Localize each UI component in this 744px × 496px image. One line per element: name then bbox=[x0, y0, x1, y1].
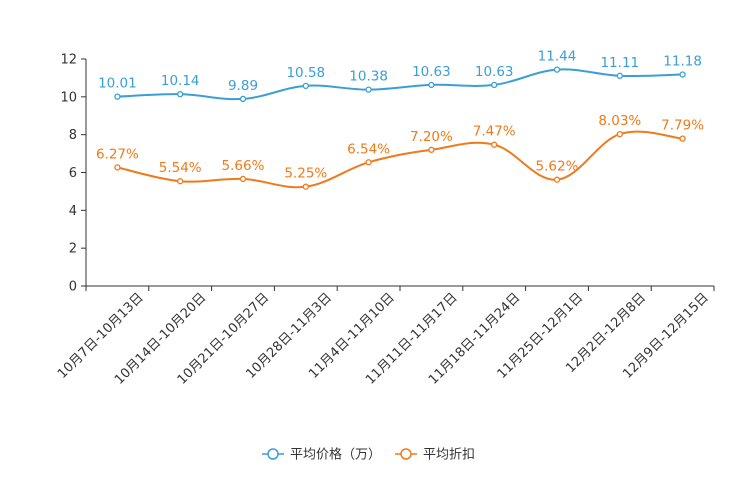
series-layer: 10.01 10.14 9.89 10.58 10.38 10.63 10.63 11.44 1… bbox=[96, 49, 704, 190]
series-line bbox=[117, 130, 683, 189]
data-label: 11.44 bbox=[538, 49, 577, 65]
series-1: 10.01 10.14 9.89 10.58 10.38 10.63 10.63 11.44 1… bbox=[98, 49, 702, 103]
legend-label: 平均价格（万） bbox=[290, 447, 381, 463]
data-point[interactable] bbox=[428, 81, 435, 89]
data-point[interactable] bbox=[114, 93, 121, 100]
data-label: 6.54% bbox=[347, 141, 390, 157]
y-tick-label: 0 bbox=[69, 280, 77, 295]
data-label: 10.63 bbox=[412, 64, 451, 80]
data-label: 5.66% bbox=[222, 158, 265, 174]
data-label: 10.63 bbox=[475, 64, 514, 80]
data-point[interactable] bbox=[553, 66, 561, 73]
data-point[interactable] bbox=[302, 82, 309, 90]
data-point[interactable] bbox=[616, 130, 623, 138]
data-label: 6.27% bbox=[96, 146, 139, 162]
legend-marker-icon bbox=[267, 448, 279, 460]
data-label: 7.79% bbox=[661, 118, 704, 134]
data-point[interactable] bbox=[679, 71, 686, 78]
data-label: 11.18 bbox=[663, 54, 702, 70]
data-point[interactable] bbox=[365, 86, 372, 93]
data-label: 5.62% bbox=[536, 159, 579, 175]
data-label: 7.20% bbox=[410, 129, 453, 145]
data-point[interactable] bbox=[239, 95, 247, 103]
legend-item-1[interactable]: 平均价格（万） bbox=[262, 447, 381, 463]
data-label: 11.11 bbox=[600, 55, 639, 71]
data-label: 10.14 bbox=[161, 73, 200, 89]
data-point[interactable] bbox=[679, 135, 686, 142]
data-label: 10.38 bbox=[349, 69, 388, 85]
y-tick-label: 2 bbox=[69, 242, 77, 257]
y-tick-label: 10 bbox=[60, 90, 77, 105]
series-line bbox=[117, 68, 683, 101]
y-tick-label: 6 bbox=[69, 166, 77, 181]
legend-label: 平均折扣 bbox=[423, 448, 475, 463]
data-point[interactable] bbox=[177, 91, 184, 98]
data-point[interactable] bbox=[491, 141, 498, 148]
y-tick-label: 8 bbox=[69, 128, 77, 143]
data-point[interactable] bbox=[491, 81, 498, 89]
legend[interactable]: 平均价格（万） 平均折扣 bbox=[262, 447, 475, 463]
data-point[interactable] bbox=[114, 164, 121, 171]
legend-marker-icon bbox=[400, 448, 412, 460]
data-point[interactable] bbox=[239, 175, 247, 183]
x-axis: 10月7日-10月13日10月14日-10月20日10月21日-10月27日10… bbox=[55, 285, 715, 388]
y-tick-label: 4 bbox=[69, 204, 77, 219]
data-point[interactable] bbox=[302, 183, 309, 190]
legend-item-2[interactable]: 平均折扣 bbox=[395, 448, 475, 463]
data-label: 9.89 bbox=[228, 78, 258, 94]
data-point[interactable] bbox=[616, 72, 623, 79]
y-tick-label: 12 bbox=[60, 53, 77, 68]
data-label: 5.25% bbox=[284, 166, 327, 182]
data-label: 5.54% bbox=[159, 160, 202, 176]
data-label: 10.58 bbox=[286, 65, 325, 81]
data-point[interactable] bbox=[365, 159, 372, 166]
y-axis: 0 2 4 6 8 10 12 bbox=[60, 53, 87, 295]
series-2: 6.27% 5.54% 5.66% 5.25% 6.54% 7.20% 7.47% 5.62%… bbox=[96, 113, 704, 190]
data-point[interactable] bbox=[428, 146, 435, 153]
data-point[interactable] bbox=[177, 178, 184, 185]
data-label: 8.03% bbox=[598, 113, 641, 129]
data-label: 10.01 bbox=[98, 76, 137, 92]
data-point[interactable] bbox=[553, 176, 561, 183]
data-label: 7.47% bbox=[473, 124, 516, 140]
